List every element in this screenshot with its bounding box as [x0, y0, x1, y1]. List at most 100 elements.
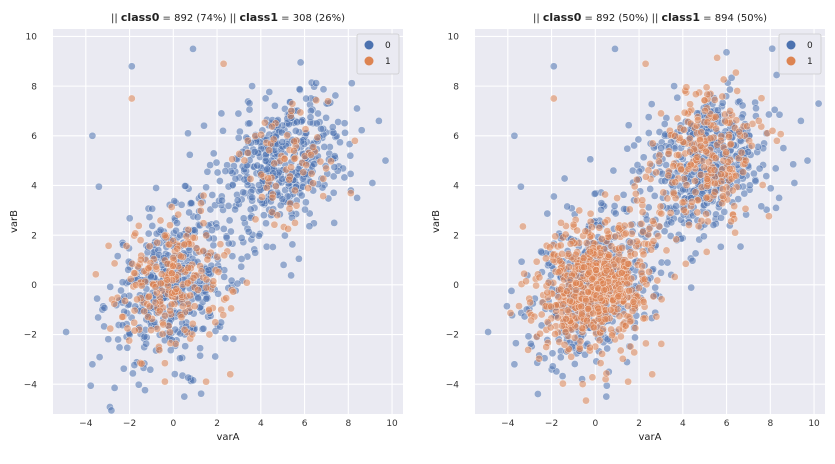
data-point-class1 [123, 324, 132, 333]
data-point-class1 [747, 141, 756, 150]
data-point-class1 [351, 136, 359, 145]
data-point-class1 [569, 220, 578, 229]
y-tick-label: 8 [31, 82, 37, 92]
data-point-class1 [160, 231, 169, 240]
data-point-class0 [330, 163, 339, 171]
y-tick-label: 10 [448, 33, 460, 43]
data-point-class0 [224, 202, 233, 210]
data-point-class1 [585, 268, 594, 277]
data-point-class0 [340, 173, 349, 182]
scatter-points [484, 44, 823, 405]
data-point-class1 [566, 297, 574, 305]
data-point-class0 [113, 252, 122, 260]
data-point-class0 [221, 167, 230, 175]
data-point-class0 [216, 177, 224, 185]
data-point-class1 [670, 273, 679, 281]
data-point-class1 [642, 172, 650, 181]
data-point-class0 [261, 157, 270, 165]
data-point-class0 [727, 73, 736, 82]
data-point-class1 [558, 250, 566, 258]
data-point-class0 [611, 45, 619, 53]
data-point-class0 [237, 234, 246, 242]
data-point-class1 [121, 297, 129, 305]
data-point-class1 [686, 100, 694, 109]
data-point-class1 [678, 198, 687, 207]
data-point-class0 [570, 360, 579, 368]
data-point-class1 [648, 370, 657, 379]
data-point-class0 [647, 100, 656, 108]
data-point-class0 [779, 144, 788, 152]
data-point-class0 [245, 99, 254, 108]
data-point-class1 [156, 279, 165, 288]
data-point-class1 [602, 369, 611, 378]
data-point-class0 [181, 342, 190, 351]
data-point-class0 [107, 406, 116, 415]
data-point-class1 [713, 53, 721, 62]
data-point-class1 [202, 275, 211, 284]
y-tick-label: 4 [31, 182, 37, 192]
data-point-class0 [203, 167, 212, 176]
data-point-class1 [626, 238, 635, 247]
data-point-class1 [285, 175, 294, 184]
data-point-class1 [144, 264, 153, 273]
data-point-class1 [596, 294, 605, 302]
data-point-class1 [290, 154, 299, 163]
data-point-class0 [194, 294, 202, 303]
data-point-class1 [264, 174, 273, 183]
data-point-class0 [214, 289, 222, 298]
data-point-class0 [507, 287, 516, 295]
data-point-class1 [307, 169, 316, 178]
data-point-class1 [598, 350, 606, 358]
data-point-class0 [543, 209, 552, 218]
data-point-class0 [228, 252, 237, 261]
data-point-class1 [654, 232, 663, 240]
data-point-class0 [123, 343, 132, 352]
x-tick-label: −4 [79, 419, 93, 429]
data-point-class1 [173, 244, 182, 253]
y-tick-label: −4 [446, 380, 460, 390]
data-point-class0 [610, 202, 619, 210]
data-point-class0 [199, 324, 208, 333]
data-point-class0 [228, 180, 237, 189]
data-point-class0 [312, 79, 320, 87]
data-point-class0 [330, 219, 339, 227]
data-point-class1 [158, 330, 167, 338]
data-point-class1 [730, 202, 739, 211]
data-point-class1 [157, 270, 166, 278]
data-point-class1 [216, 240, 225, 249]
data-point-class0 [319, 85, 328, 94]
data-point-class1 [572, 250, 580, 259]
data-point-class0 [100, 304, 109, 312]
data-point-class0 [237, 262, 246, 271]
title-sep-2: || [226, 13, 239, 24]
data-point-class0 [184, 129, 192, 138]
data-point-class1 [711, 154, 720, 162]
data-point-class1 [719, 185, 727, 193]
data-point-class1 [137, 359, 146, 368]
data-point-class1 [542, 343, 551, 351]
data-point-class1 [197, 267, 206, 275]
data-point-class1 [136, 236, 145, 245]
data-point-class1 [702, 248, 711, 256]
data-point-class1 [618, 268, 626, 277]
data-point-class1 [168, 262, 177, 270]
data-point-class0 [357, 126, 366, 135]
y-tick-label: 8 [453, 82, 459, 92]
data-point-class0 [691, 249, 700, 258]
data-point-class1 [558, 322, 566, 330]
data-point-class1 [159, 320, 168, 329]
title-class0: class0 [543, 11, 582, 24]
data-point-class1 [694, 222, 703, 231]
data-point-class0 [660, 120, 669, 128]
data-point-class1 [312, 96, 321, 105]
data-point-class1 [169, 254, 177, 262]
data-point-class1 [229, 287, 238, 296]
data-point-class1 [741, 204, 750, 213]
data-point-class1 [655, 157, 663, 166]
data-point-class0 [185, 150, 194, 159]
data-point-class0 [208, 226, 216, 235]
data-point-class1 [685, 148, 694, 156]
data-point-class1 [243, 136, 252, 145]
data-point-class1 [712, 124, 720, 133]
